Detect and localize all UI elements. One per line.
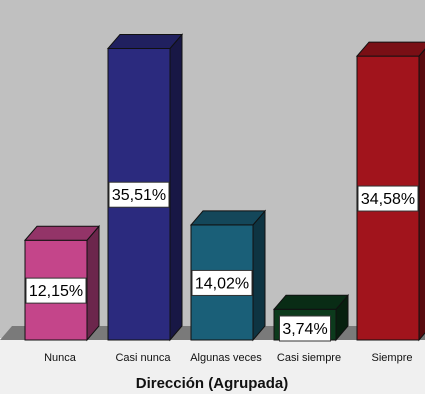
data-label-box [25, 277, 87, 304]
bar-top-face [355, 41, 425, 57]
data-label-text: 35,51% [112, 187, 166, 204]
data-label-text: 3,74% [282, 321, 327, 338]
bar-top-face [106, 33, 184, 49]
x-tick-label: Siempre [372, 352, 413, 364]
data-label-box [279, 315, 331, 342]
data-label: 14,02% [191, 269, 253, 296]
x-axis-ticks: Nunca Casi nunca Algunas veces Casi siempre… [44, 352, 412, 364]
data-label-text: 12,15% [29, 283, 83, 300]
bar-side-face [418, 48, 425, 342]
data-labels-layer: 12,15% 35,51% 14,02% 3,74% 34,58% [25, 181, 419, 342]
data-label-box [191, 269, 253, 296]
data-label: 35,51% [108, 181, 170, 208]
data-label: 34,58% [357, 185, 419, 212]
x-axis-title: Dirección (Agrupada) [136, 375, 289, 392]
bar-side-face [169, 33, 183, 342]
data-label-box [108, 181, 170, 208]
x-tick-label: Nunca [44, 352, 77, 364]
data-label-box [357, 185, 419, 212]
bar-top-face [272, 294, 350, 310]
bar-top-face [189, 210, 267, 226]
data-label: 3,74% [279, 315, 331, 342]
bar-side-face [86, 224, 100, 342]
data-label: 12,15% [25, 277, 87, 304]
bar-top-face [23, 225, 101, 241]
bar-side-face [252, 209, 266, 342]
data-label-text: 34,58% [361, 191, 415, 208]
x-tick-label: Casi siempre [277, 352, 341, 364]
data-label-text: 14,02% [195, 275, 249, 292]
x-tick-label: Algunas veces [190, 352, 262, 364]
x-tick-label: Casi nunca [115, 352, 171, 364]
